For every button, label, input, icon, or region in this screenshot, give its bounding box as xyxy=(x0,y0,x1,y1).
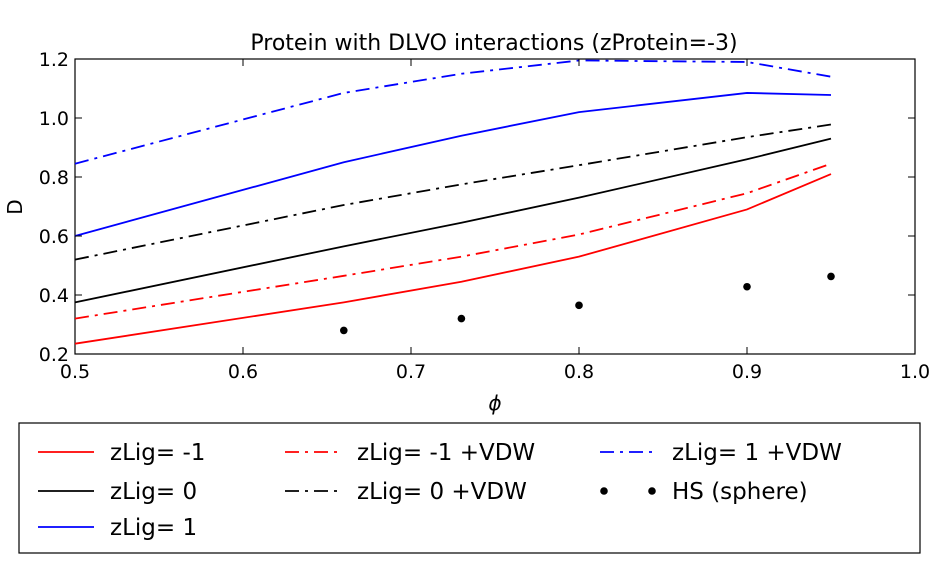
y-tick-label: 1.2 xyxy=(39,49,69,71)
legend-box xyxy=(18,422,921,554)
series-line-1 xyxy=(74,137,832,304)
legend-label: zLig= -1 xyxy=(110,440,205,466)
legend-label: zLig= 0 xyxy=(110,479,197,505)
x-tick-label: 0.9 xyxy=(732,361,762,383)
series-line-2 xyxy=(74,92,832,237)
y-tick-label: 0.2 xyxy=(39,344,69,366)
legend: zLig= -1 zLig= 0 zLig= 1 zLig= -1 +VDW zLig=… xyxy=(38,440,842,541)
y-tick-label: 0.4 xyxy=(39,285,69,307)
hs-sphere-point xyxy=(827,272,835,281)
legend-marker xyxy=(648,487,656,495)
legend-label: zLig= -1 +VDW xyxy=(357,440,535,466)
legend-label: zLig= 1 +VDW xyxy=(672,440,842,466)
y-tick-label: 0.6 xyxy=(39,226,69,248)
series-line-3 xyxy=(74,162,832,320)
x-tick-label: 0.5 xyxy=(60,361,90,383)
hs-sphere-point xyxy=(340,326,348,335)
legend-marker xyxy=(600,487,608,495)
series-layer xyxy=(74,59,835,345)
y-tick-label: 0.8 xyxy=(39,167,69,189)
x-tick-label: 0.8 xyxy=(564,361,594,383)
x-tick-label: 0.6 xyxy=(228,361,258,383)
x-axis-label: ϕ xyxy=(488,391,501,415)
legend-label: zLig= 0 +VDW xyxy=(357,479,527,505)
y-axis-label: D xyxy=(3,199,27,214)
legend-label: zLig= 1 xyxy=(110,515,197,541)
series-line-0 xyxy=(74,173,832,345)
axis-ticks: 0.5 0.6 0.7 0.8 0.9 1.0 0.2 0.4 0.6 0.8 1.0 1.2 xyxy=(39,49,930,383)
chart-title: Protein with DLVO interactions (zProtein… xyxy=(250,31,737,56)
x-tick-label: 0.7 xyxy=(396,361,426,383)
x-tick-label: 1.0 xyxy=(900,361,930,383)
y-tick-label: 1.0 xyxy=(39,108,69,130)
series-line-5 xyxy=(74,59,832,165)
hs-sphere-point xyxy=(575,301,583,310)
hs-sphere-point xyxy=(743,282,751,291)
series-line-4 xyxy=(74,123,832,261)
hs-sphere-point xyxy=(457,314,466,323)
legend-label: HS (sphere) xyxy=(672,479,808,505)
plot-area xyxy=(74,58,916,355)
